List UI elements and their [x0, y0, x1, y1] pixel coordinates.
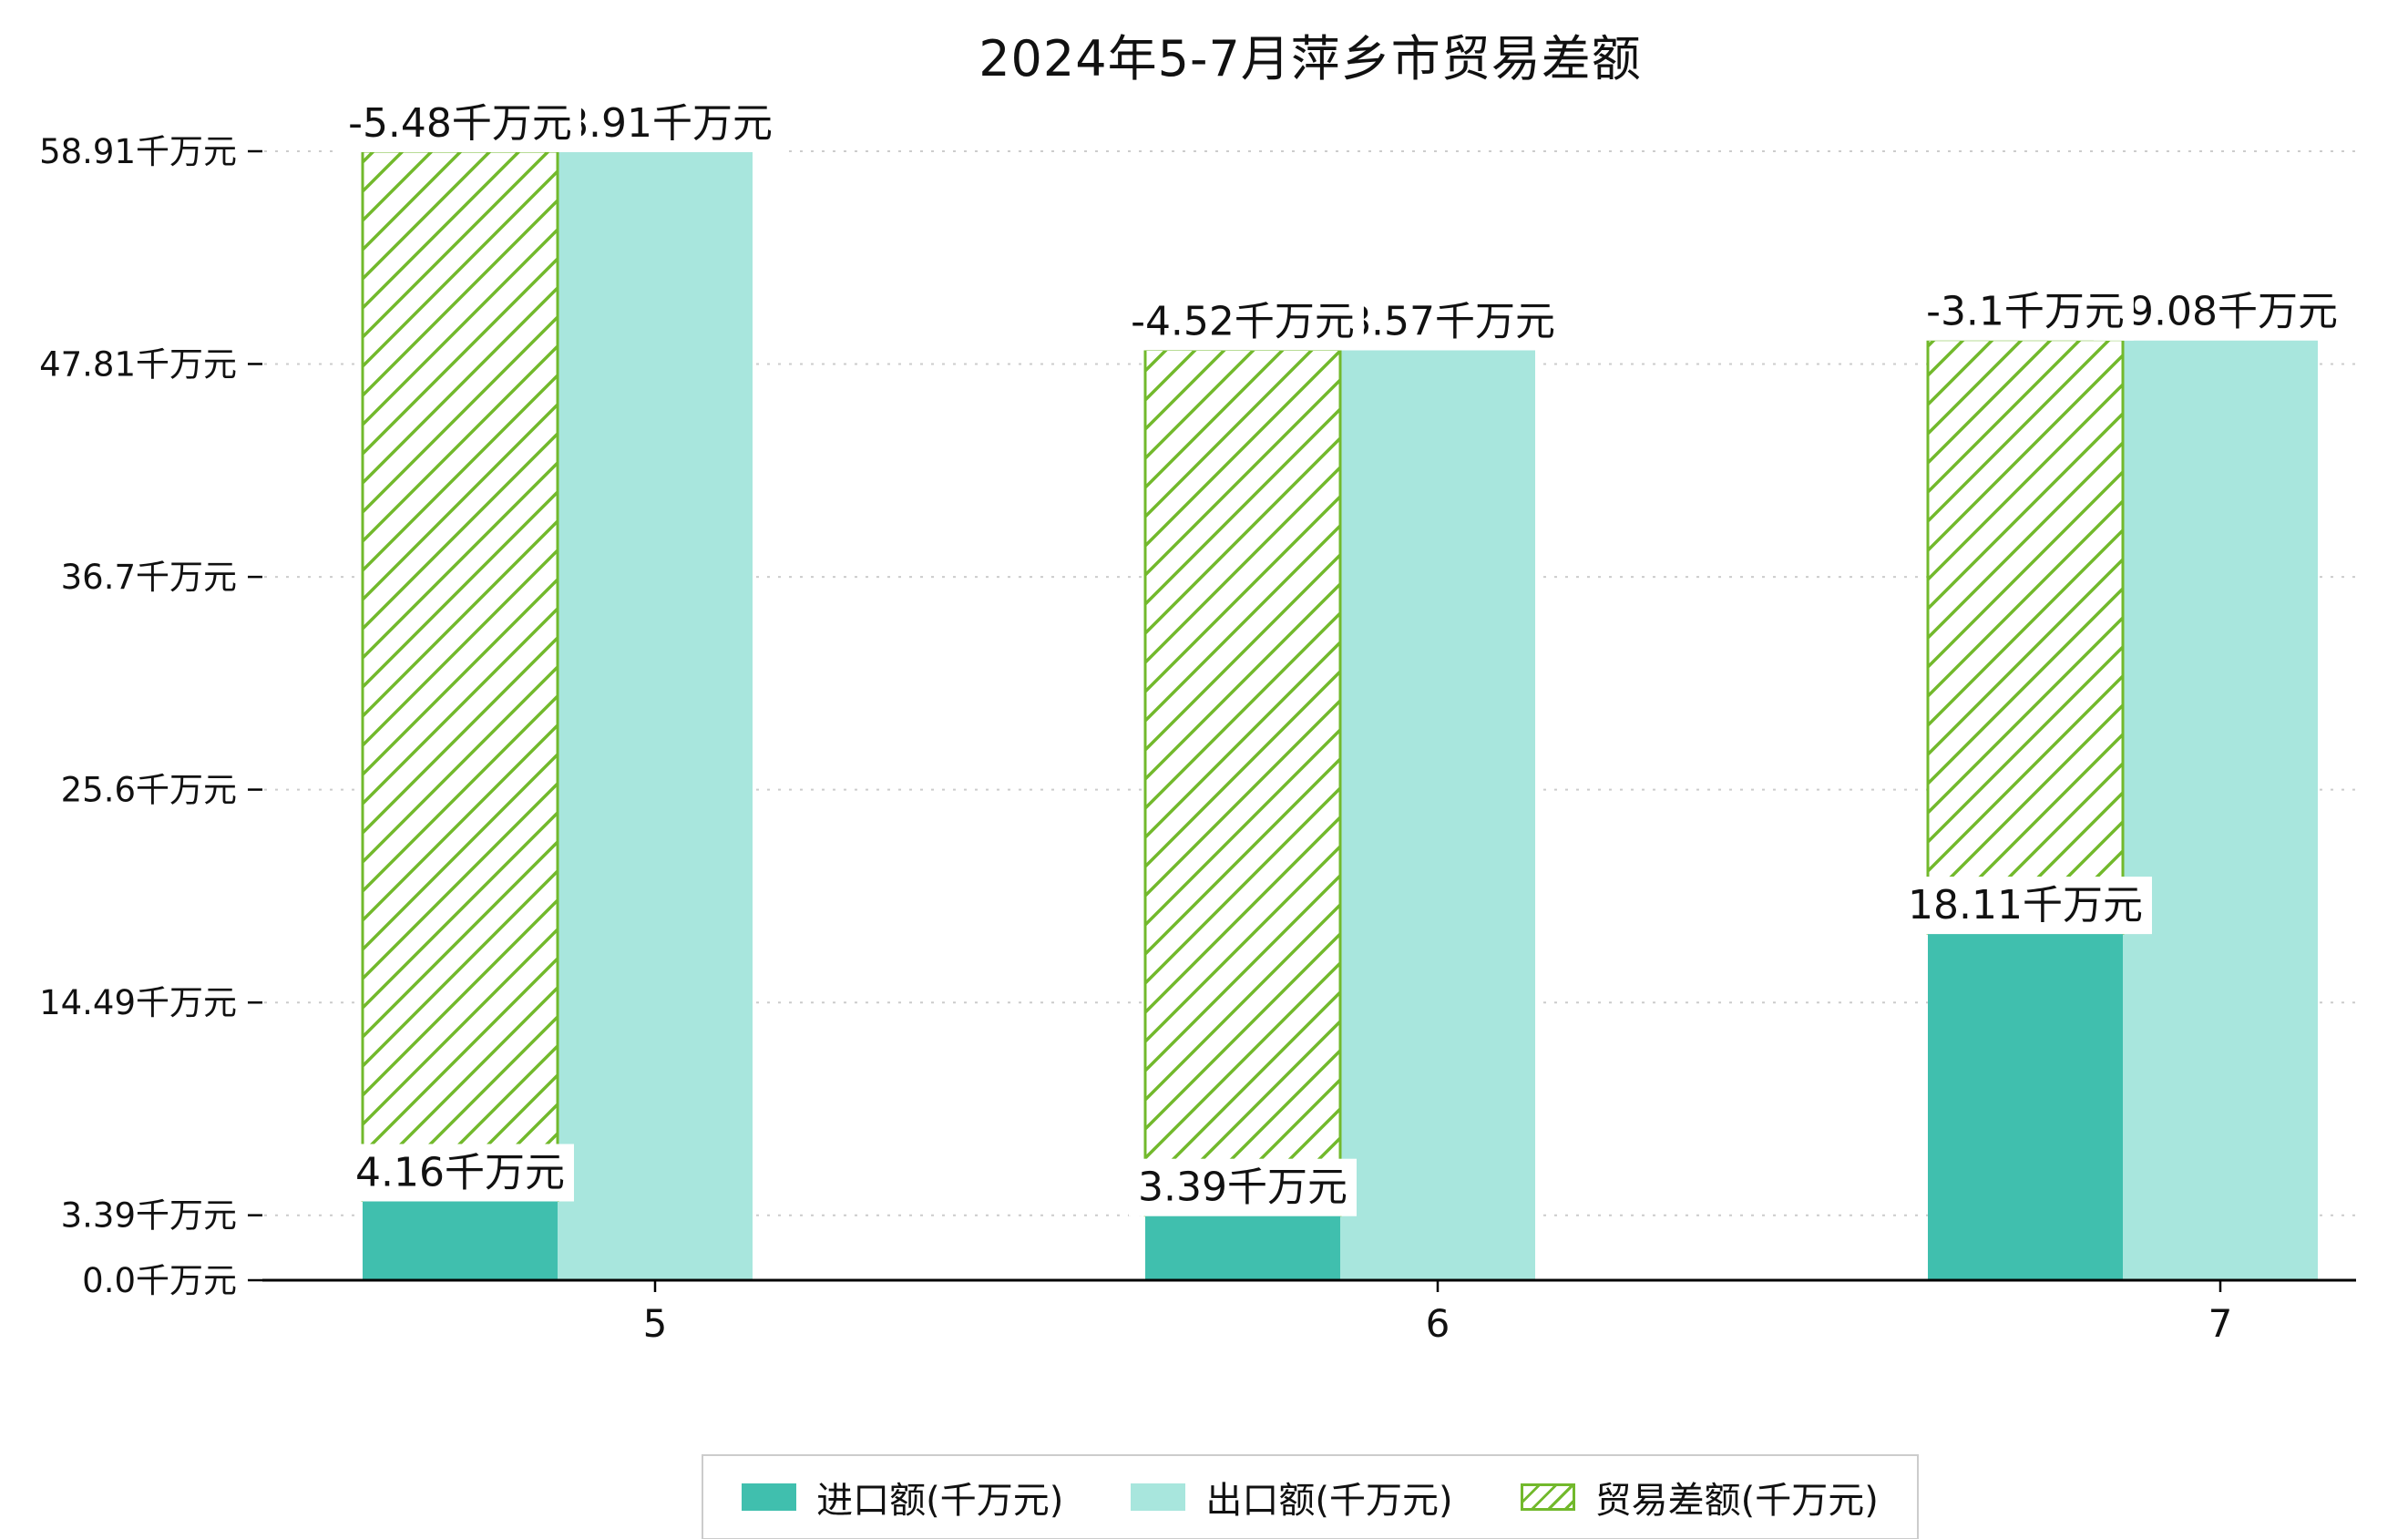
svg-text:-3.1千万元: -3.1千万元 — [1926, 289, 2125, 335]
legend-label-export: 出口额(千万元) — [1205, 1480, 1453, 1522]
bar-balance — [1926, 338, 2125, 935]
svg-text:49.08千万元: 49.08千万元 — [2103, 289, 2338, 335]
bar-import — [1145, 1215, 1340, 1280]
x-tick-label: 7 — [2208, 1301, 2233, 1346]
y-tick-label: 3.39千万元 — [61, 1196, 237, 1236]
y-tick-label: 58.91千万元 — [39, 132, 237, 171]
import-swatch-icon — [742, 1483, 797, 1511]
svg-text:3.39千万元: 3.39千万元 — [1138, 1165, 1347, 1211]
x-tick-label: 6 — [1426, 1301, 1450, 1346]
svg-text:-4.52千万元: -4.52千万元 — [1131, 298, 1355, 344]
y-tick-label: 36.7千万元 — [61, 558, 237, 597]
legend-label-import: 进口额(千万元) — [816, 1480, 1064, 1522]
import-value-label: 4.16千万元 — [346, 1144, 574, 1202]
bar-balance — [1143, 347, 1342, 1217]
balance-value-label: -5.48千万元 — [339, 95, 581, 152]
export-value-label: 49.08千万元 — [2094, 282, 2347, 341]
import-value-label: 3.39千万元 — [1129, 1158, 1357, 1216]
export-swatch-icon — [1131, 1483, 1186, 1511]
import-value-label: 18.11千万元 — [1899, 877, 2152, 935]
legend: 进口额(千万元) 出口额(千万元) 贸易差额(千万元) — [264, 1454, 2356, 1539]
bar-export — [1340, 349, 1535, 1280]
legend-label-balance: 贸易差额(千万元) — [1594, 1480, 1879, 1522]
legend-item-balance: 贸易差额(千万元) — [1520, 1471, 1879, 1524]
y-tick-label: 47.81千万元 — [39, 344, 237, 384]
balance-value-label: -4.52千万元 — [1122, 292, 1364, 351]
legend-item-import: 进口额(千万元) — [742, 1471, 1063, 1524]
y-tick-label: 0.0千万元 — [82, 1261, 237, 1300]
x-tick-label: 5 — [643, 1301, 668, 1346]
legend-box: 进口额(千万元) 出口额(千万元) 贸易差额(千万元) — [702, 1454, 1919, 1539]
y-tick-label: 14.49千万元 — [39, 983, 237, 1022]
bar-export — [558, 151, 753, 1280]
chart-title: 2024年5-7月萍乡市贸易差额 — [979, 30, 1642, 87]
bar-export — [2123, 339, 2318, 1280]
svg-text:18.11千万元: 18.11千万元 — [1908, 882, 2143, 929]
y-tick-label: 25.6千万元 — [61, 771, 237, 810]
bar-balance — [361, 149, 559, 1203]
legend-item-export: 出口额(千万元) — [1131, 1471, 1453, 1524]
svg-text:-5.48千万元: -5.48千万元 — [348, 100, 572, 147]
balance-value-label: -3.1千万元 — [1917, 282, 2134, 341]
bar-import — [1928, 933, 2123, 1280]
bar-import — [363, 1200, 558, 1280]
balance-swatch-icon — [1520, 1483, 1575, 1511]
svg-text:4.16千万元: 4.16千万元 — [355, 1150, 565, 1196]
